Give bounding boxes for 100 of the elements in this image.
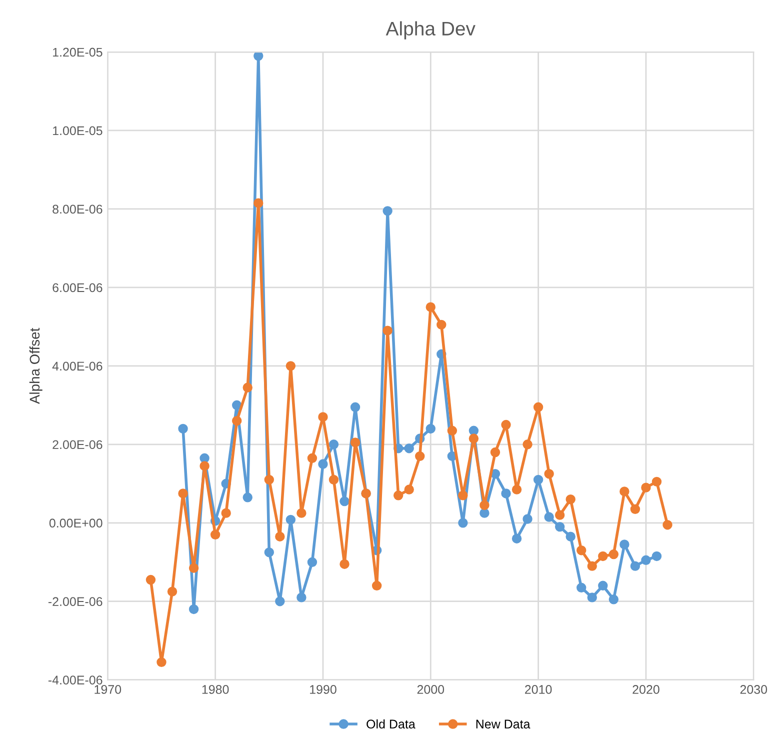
point (652, 551, 662, 562)
point (415, 451, 425, 462)
point (382, 206, 392, 216)
point (630, 561, 640, 571)
point (598, 580, 608, 591)
point (350, 438, 360, 448)
point (554, 522, 565, 532)
point (307, 557, 318, 567)
point (382, 326, 392, 336)
point (232, 400, 242, 410)
point (522, 440, 532, 450)
point (404, 443, 414, 454)
y-tick-label: 2.00E-06 (52, 440, 102, 450)
point (480, 508, 490, 518)
point (576, 582, 586, 592)
point (318, 412, 328, 422)
legend-label: Old Data (366, 719, 416, 729)
point (480, 500, 490, 510)
point (458, 490, 468, 500)
point (188, 604, 199, 614)
y-tick-label: 1.00E-05 (53, 126, 102, 136)
y-tick-label: 4.00E-06 (52, 362, 102, 371)
point (608, 549, 619, 560)
point (598, 551, 608, 562)
point (620, 540, 630, 550)
point (221, 508, 231, 518)
point (242, 492, 252, 502)
point (200, 453, 210, 463)
point (533, 474, 544, 485)
point (436, 320, 446, 330)
point (156, 657, 166, 668)
point (501, 488, 511, 498)
point (652, 476, 662, 487)
point (468, 426, 479, 436)
legend-label: New Data (476, 720, 530, 729)
point (178, 424, 188, 434)
point (512, 534, 522, 544)
point (254, 198, 264, 208)
point (254, 52, 264, 61)
point (468, 434, 479, 444)
point (587, 561, 597, 571)
x-tick-label: 2000 (417, 685, 444, 694)
x-tick-label: 1970 (94, 685, 122, 694)
point (210, 530, 220, 540)
point (350, 402, 360, 412)
point (307, 453, 318, 463)
point (275, 532, 285, 542)
point (620, 486, 630, 496)
point (264, 547, 274, 558)
point (232, 416, 242, 426)
y-tick-label: 6.00E-06 (52, 283, 102, 292)
point (501, 420, 511, 430)
point (286, 514, 296, 525)
point (286, 361, 296, 371)
point (587, 592, 597, 602)
point (275, 596, 285, 606)
point (576, 545, 586, 556)
point (393, 490, 404, 500)
point (662, 520, 672, 530)
point (630, 504, 640, 514)
point (188, 563, 199, 573)
point (566, 532, 576, 542)
point (641, 482, 651, 492)
point (328, 474, 339, 485)
point (296, 508, 306, 518)
x-tick-label: 1990 (310, 685, 336, 694)
y-axis-title: Alpha Offset (29, 328, 42, 404)
x-tick-label: 1980 (202, 685, 229, 694)
chart-title: Alpha Dev (386, 21, 476, 40)
point (533, 402, 544, 412)
point (340, 496, 350, 506)
y-tick-label: 1.20E-05 (53, 48, 102, 57)
point (404, 484, 414, 494)
x-tick-label: 2010 (525, 685, 552, 694)
point (544, 512, 554, 522)
point (426, 302, 436, 312)
point (426, 424, 436, 434)
point (554, 510, 565, 520)
point (146, 574, 156, 585)
point (296, 592, 306, 602)
point (167, 586, 178, 596)
point (522, 514, 532, 524)
point (328, 440, 339, 450)
point (242, 382, 252, 392)
point (608, 594, 619, 604)
point (641, 555, 651, 566)
point (264, 474, 274, 485)
point (490, 447, 500, 458)
point (318, 459, 328, 469)
point (178, 488, 188, 498)
point (544, 468, 554, 479)
point (372, 580, 382, 591)
point (566, 494, 576, 504)
y-tick-label: -2.00E-06 (48, 597, 102, 606)
point (512, 484, 522, 494)
x-tick-label: 2030 (740, 685, 768, 694)
point (458, 518, 468, 528)
x-tick-label: 2020 (632, 685, 660, 694)
point (340, 559, 350, 569)
y-tick-label: 0.00E+00 (49, 518, 102, 528)
